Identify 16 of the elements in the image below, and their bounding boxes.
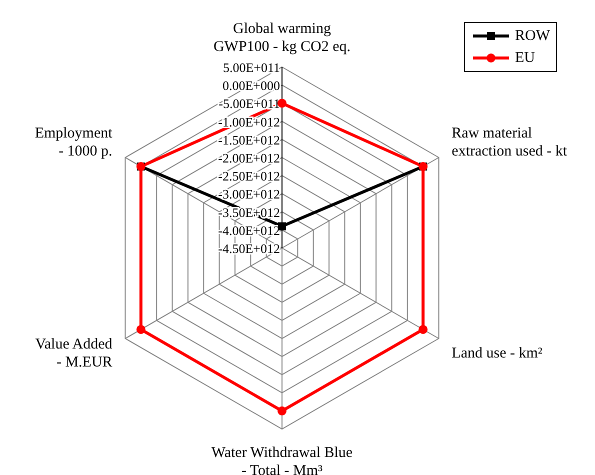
spoke-label: Employment - 1000 p. (34, 126, 114, 160)
y-tick-label: -3.00E+012 (218, 186, 280, 202)
spoke-label: Value Added - M.EUR (35, 336, 113, 370)
spoke-label: Water Withdrawal Blue - Total - Mm³ (211, 445, 353, 475)
y-tick-label: 0.00E+000 (222, 78, 280, 94)
y-tick-label: 5.00E+011 (222, 60, 280, 75)
y-tick-label: -4.00E+012 (218, 222, 280, 238)
y-tick-label: -4.50E+012 (218, 241, 280, 256)
legend-label: ROW (515, 28, 550, 44)
spoke-label: Global warming GWP100 - kg CO2 eq. (213, 21, 351, 55)
y-tick-label: -2.50E+012 (218, 168, 280, 184)
spoke-label: Raw material extraction used - kt (452, 126, 568, 160)
spoke-label: Land use - km² (452, 346, 543, 362)
y-tick-label: -1.50E+012 (218, 132, 280, 148)
legend-label: EU (515, 50, 535, 66)
y-tick-label: -2.00E+012 (218, 150, 280, 166)
